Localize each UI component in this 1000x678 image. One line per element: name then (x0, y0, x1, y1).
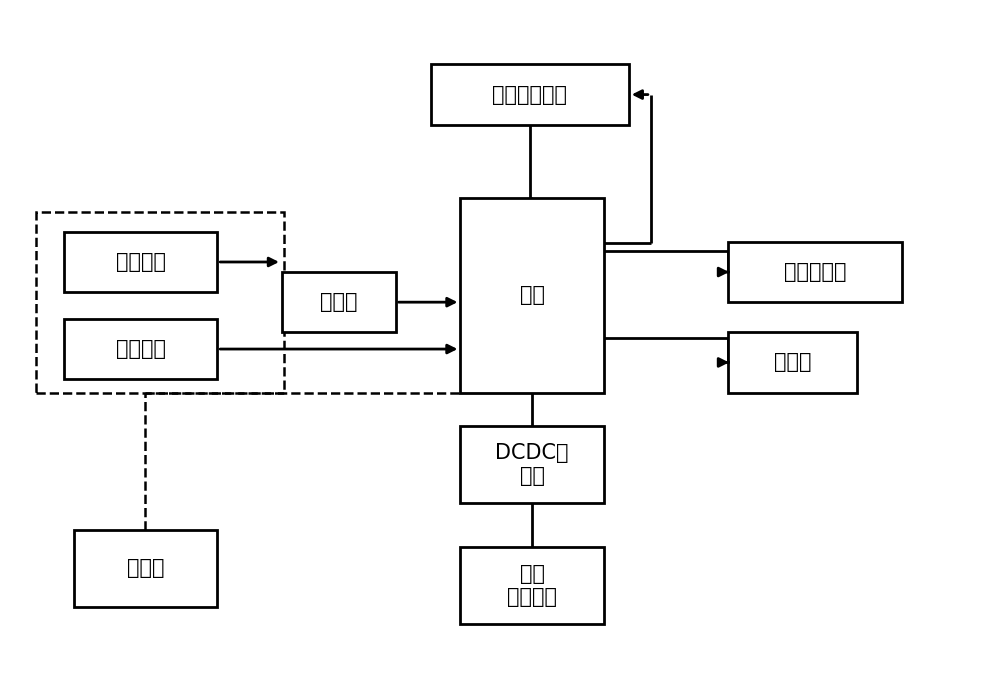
Text: DCDC转
换器: DCDC转 换器 (495, 443, 569, 486)
Text: 调压阀: 调压阀 (774, 353, 811, 372)
Bar (64, 319, 217, 379)
Text: 空气设备: 空气设备 (116, 339, 166, 359)
Text: 氢气循环设备: 氢气循环设备 (492, 85, 567, 104)
Bar (64, 232, 217, 292)
Bar (74, 530, 217, 607)
Bar (460, 199, 604, 393)
Text: 电堆: 电堆 (520, 285, 545, 306)
Bar (460, 546, 604, 624)
Bar (431, 64, 629, 125)
Bar (460, 426, 604, 503)
Text: 氢气设备: 氢气设备 (116, 252, 166, 272)
Bar (282, 272, 396, 332)
Text: 尾排电磁阀: 尾排电磁阀 (784, 262, 846, 282)
Bar (728, 332, 857, 393)
Bar (728, 242, 902, 302)
Bar (36, 212, 284, 393)
Text: 车载
动力电池: 车载 动力电池 (507, 563, 557, 607)
Text: 控制器: 控制器 (127, 559, 164, 578)
Text: 三通管: 三通管 (320, 292, 358, 312)
